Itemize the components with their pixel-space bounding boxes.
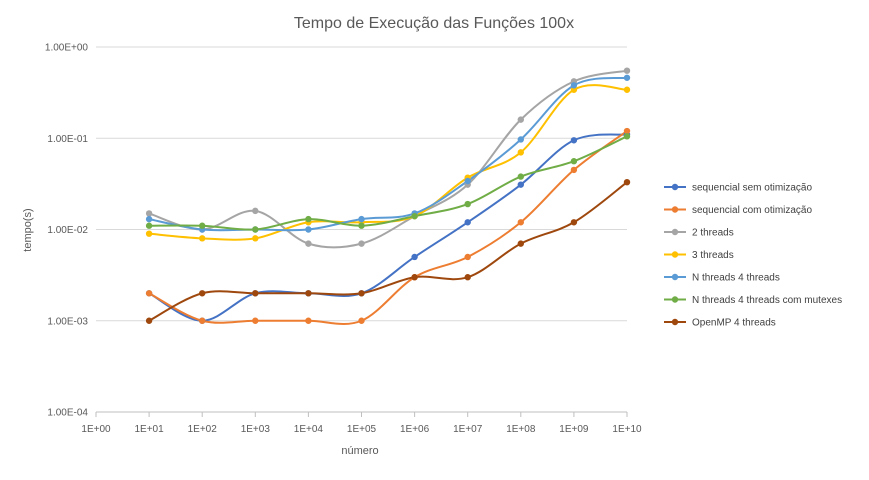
legend-marker — [671, 296, 679, 303]
data-point — [464, 219, 471, 226]
data-point — [517, 116, 524, 123]
x-tick-label: 1E+09 — [559, 424, 589, 435]
legend-marker — [671, 251, 679, 258]
data-point — [199, 290, 206, 297]
data-point — [411, 274, 418, 281]
data-point — [358, 317, 365, 324]
data-point — [623, 74, 631, 81]
legend-label: sequencial com otimização — [692, 205, 812, 216]
legend-marker — [671, 228, 679, 236]
data-point — [517, 136, 524, 143]
x-tick-label: 1E+01 — [134, 424, 164, 435]
chart-title: Tempo de Execução das Funções 100x — [294, 15, 574, 32]
data-point — [305, 240, 312, 247]
series-line — [148, 76, 628, 232]
x-tick-label: 1E+08 — [506, 424, 536, 435]
data-point — [464, 274, 471, 281]
x-tick-label: 1E+07 — [453, 424, 483, 435]
data-point — [411, 253, 418, 261]
data-point — [517, 240, 524, 247]
y-tick-label: 1.00E-04 — [47, 408, 88, 419]
data-point — [145, 215, 153, 223]
legend-marker — [671, 318, 679, 326]
legend-marker — [671, 273, 679, 281]
y-tick-label: 1.00E-03 — [47, 316, 88, 327]
data-point — [305, 226, 312, 233]
series-line — [148, 133, 628, 322]
x-tick-label: 1E+02 — [188, 424, 218, 435]
legend-label: sequencial sem otimização — [692, 183, 812, 194]
data-point — [570, 82, 578, 89]
legend-marker — [671, 183, 679, 191]
data-point — [145, 210, 153, 217]
legend-label: 2 threads — [692, 228, 734, 239]
data-point — [199, 222, 206, 229]
legend: sequencial sem otimização sequencial com … — [664, 183, 842, 329]
data-point — [252, 226, 259, 233]
legend-label: OpenMP 4 threads — [692, 318, 776, 329]
data-point — [252, 207, 259, 215]
data-point — [305, 317, 312, 324]
x-tick-label: 1E+10 — [612, 424, 642, 435]
x-tick-label: 1E+06 — [400, 424, 430, 435]
series-line — [148, 84, 628, 241]
y-tick-label: 1.00E+00 — [45, 43, 89, 54]
data-point — [305, 215, 312, 223]
data-point — [358, 222, 365, 229]
y-axis-title: tempo(s) — [22, 208, 34, 251]
data-point — [517, 181, 524, 188]
data-point — [305, 290, 312, 297]
legend-label: N threads 4 threads — [692, 273, 780, 284]
data-point — [623, 178, 631, 186]
data-point — [145, 222, 153, 229]
series-line — [148, 130, 628, 325]
x-tick-label: 1E+03 — [241, 424, 271, 435]
legend-label: 3 threads — [692, 250, 734, 261]
data-point — [252, 317, 259, 324]
data-point — [623, 133, 631, 140]
data-point — [570, 137, 578, 144]
data-point — [623, 86, 631, 93]
data-point — [411, 212, 418, 220]
data-point — [252, 235, 259, 242]
series-line — [148, 135, 628, 231]
data-point — [358, 240, 365, 247]
y-tick-label: 1.00E-02 — [47, 225, 88, 236]
data-point — [517, 173, 524, 180]
x-tick-label: 1E+04 — [294, 424, 324, 435]
data-point — [199, 235, 206, 242]
data-point — [623, 127, 631, 135]
data-point — [517, 219, 524, 226]
data-point — [464, 200, 471, 208]
data-point — [145, 290, 153, 297]
data-point — [358, 215, 365, 223]
data-point — [570, 219, 578, 226]
x-tick-label: 1E+05 — [347, 424, 377, 435]
legend-marker — [671, 206, 679, 213]
data-point — [570, 166, 578, 174]
data-point — [517, 149, 524, 156]
series-line — [148, 181, 628, 322]
data-point — [464, 253, 471, 261]
data-point — [252, 290, 259, 297]
data-point — [358, 290, 365, 297]
data-point — [199, 317, 206, 324]
data-point — [570, 86, 578, 93]
data-point — [145, 230, 153, 237]
x-tick-label: 1E+00 — [81, 424, 111, 435]
x-axis-title: número — [341, 445, 378, 457]
data-point — [145, 317, 153, 324]
y-tick-label: 1.00E-01 — [47, 134, 88, 145]
data-point — [570, 158, 578, 165]
data-point — [623, 67, 631, 74]
legend-label: N threads 4 threads com mutexes — [692, 295, 842, 306]
data-point — [464, 177, 471, 185]
series-line — [148, 69, 628, 249]
